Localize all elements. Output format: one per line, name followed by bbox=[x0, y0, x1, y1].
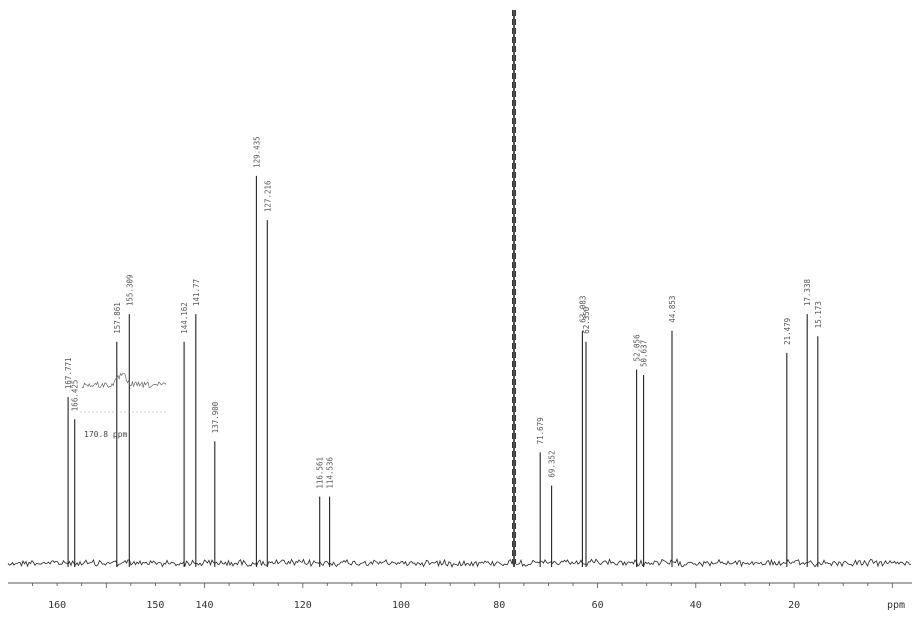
x-tick-label-40: 40 bbox=[690, 600, 702, 611]
peak-label-17.338: 17.338 bbox=[803, 279, 812, 307]
x-tick-label-80: 80 bbox=[493, 600, 505, 611]
peak-label-116.561: 116.561 bbox=[316, 457, 325, 489]
x-tick-label-120: 120 bbox=[294, 600, 312, 611]
peak-label-69.352: 69.352 bbox=[548, 451, 557, 478]
peak-label-129.435: 129.435 bbox=[252, 136, 261, 168]
peak-label-114.536: 114.536 bbox=[326, 457, 335, 489]
peak-label-157.861: 157.861 bbox=[113, 302, 122, 334]
x-tick-label-60: 60 bbox=[592, 600, 604, 611]
inset-trace bbox=[81, 372, 167, 389]
peak-label-137.900: 137.900 bbox=[211, 401, 220, 433]
peak-label-62.350: 62.350 bbox=[582, 306, 591, 334]
x-tick-label-140: 140 bbox=[195, 600, 213, 611]
x-tick-label-20: 20 bbox=[788, 600, 800, 611]
peak-label-127.216: 127.216 bbox=[263, 180, 272, 212]
inset-ppm-label: 170.8 ppm bbox=[84, 430, 128, 439]
x-axis-unit-label: ppm bbox=[887, 600, 905, 611]
peak-label-63.083: 63.083 bbox=[578, 296, 587, 323]
peak-label-21.479: 21.479 bbox=[783, 318, 792, 345]
peak-label-155.309: 155.309 bbox=[125, 274, 134, 306]
inset-expansion: 170.8 ppm bbox=[80, 372, 167, 439]
spectrum-baseline bbox=[7, 557, 912, 568]
peak-label-71.679: 71.679 bbox=[536, 417, 545, 444]
peak-label-15.173: 15.173 bbox=[814, 301, 823, 328]
x-tick-label-160: 160 bbox=[48, 600, 66, 611]
peak-label-52.056: 52.056 bbox=[633, 334, 642, 362]
peak-label-144.162: 144.162 bbox=[180, 302, 189, 334]
peak-label-141.77: 141.77 bbox=[192, 279, 201, 306]
x-axis-ticks: 160 150 140 120 100 80 60 40 20 bbox=[32, 583, 893, 611]
x-tick-label-150: 150 bbox=[146, 600, 164, 611]
peak-label-167.771: 167.771 bbox=[64, 357, 73, 389]
baseline-noise-trace bbox=[7, 557, 912, 568]
peak-label-44.853: 44.853 bbox=[668, 296, 677, 323]
peak-label-166.425: 166.425 bbox=[71, 380, 80, 412]
spectrum-peaks bbox=[67, 10, 819, 567]
x-tick-label-100: 100 bbox=[392, 600, 410, 611]
peak-label-50.637: 50.637 bbox=[640, 340, 649, 367]
